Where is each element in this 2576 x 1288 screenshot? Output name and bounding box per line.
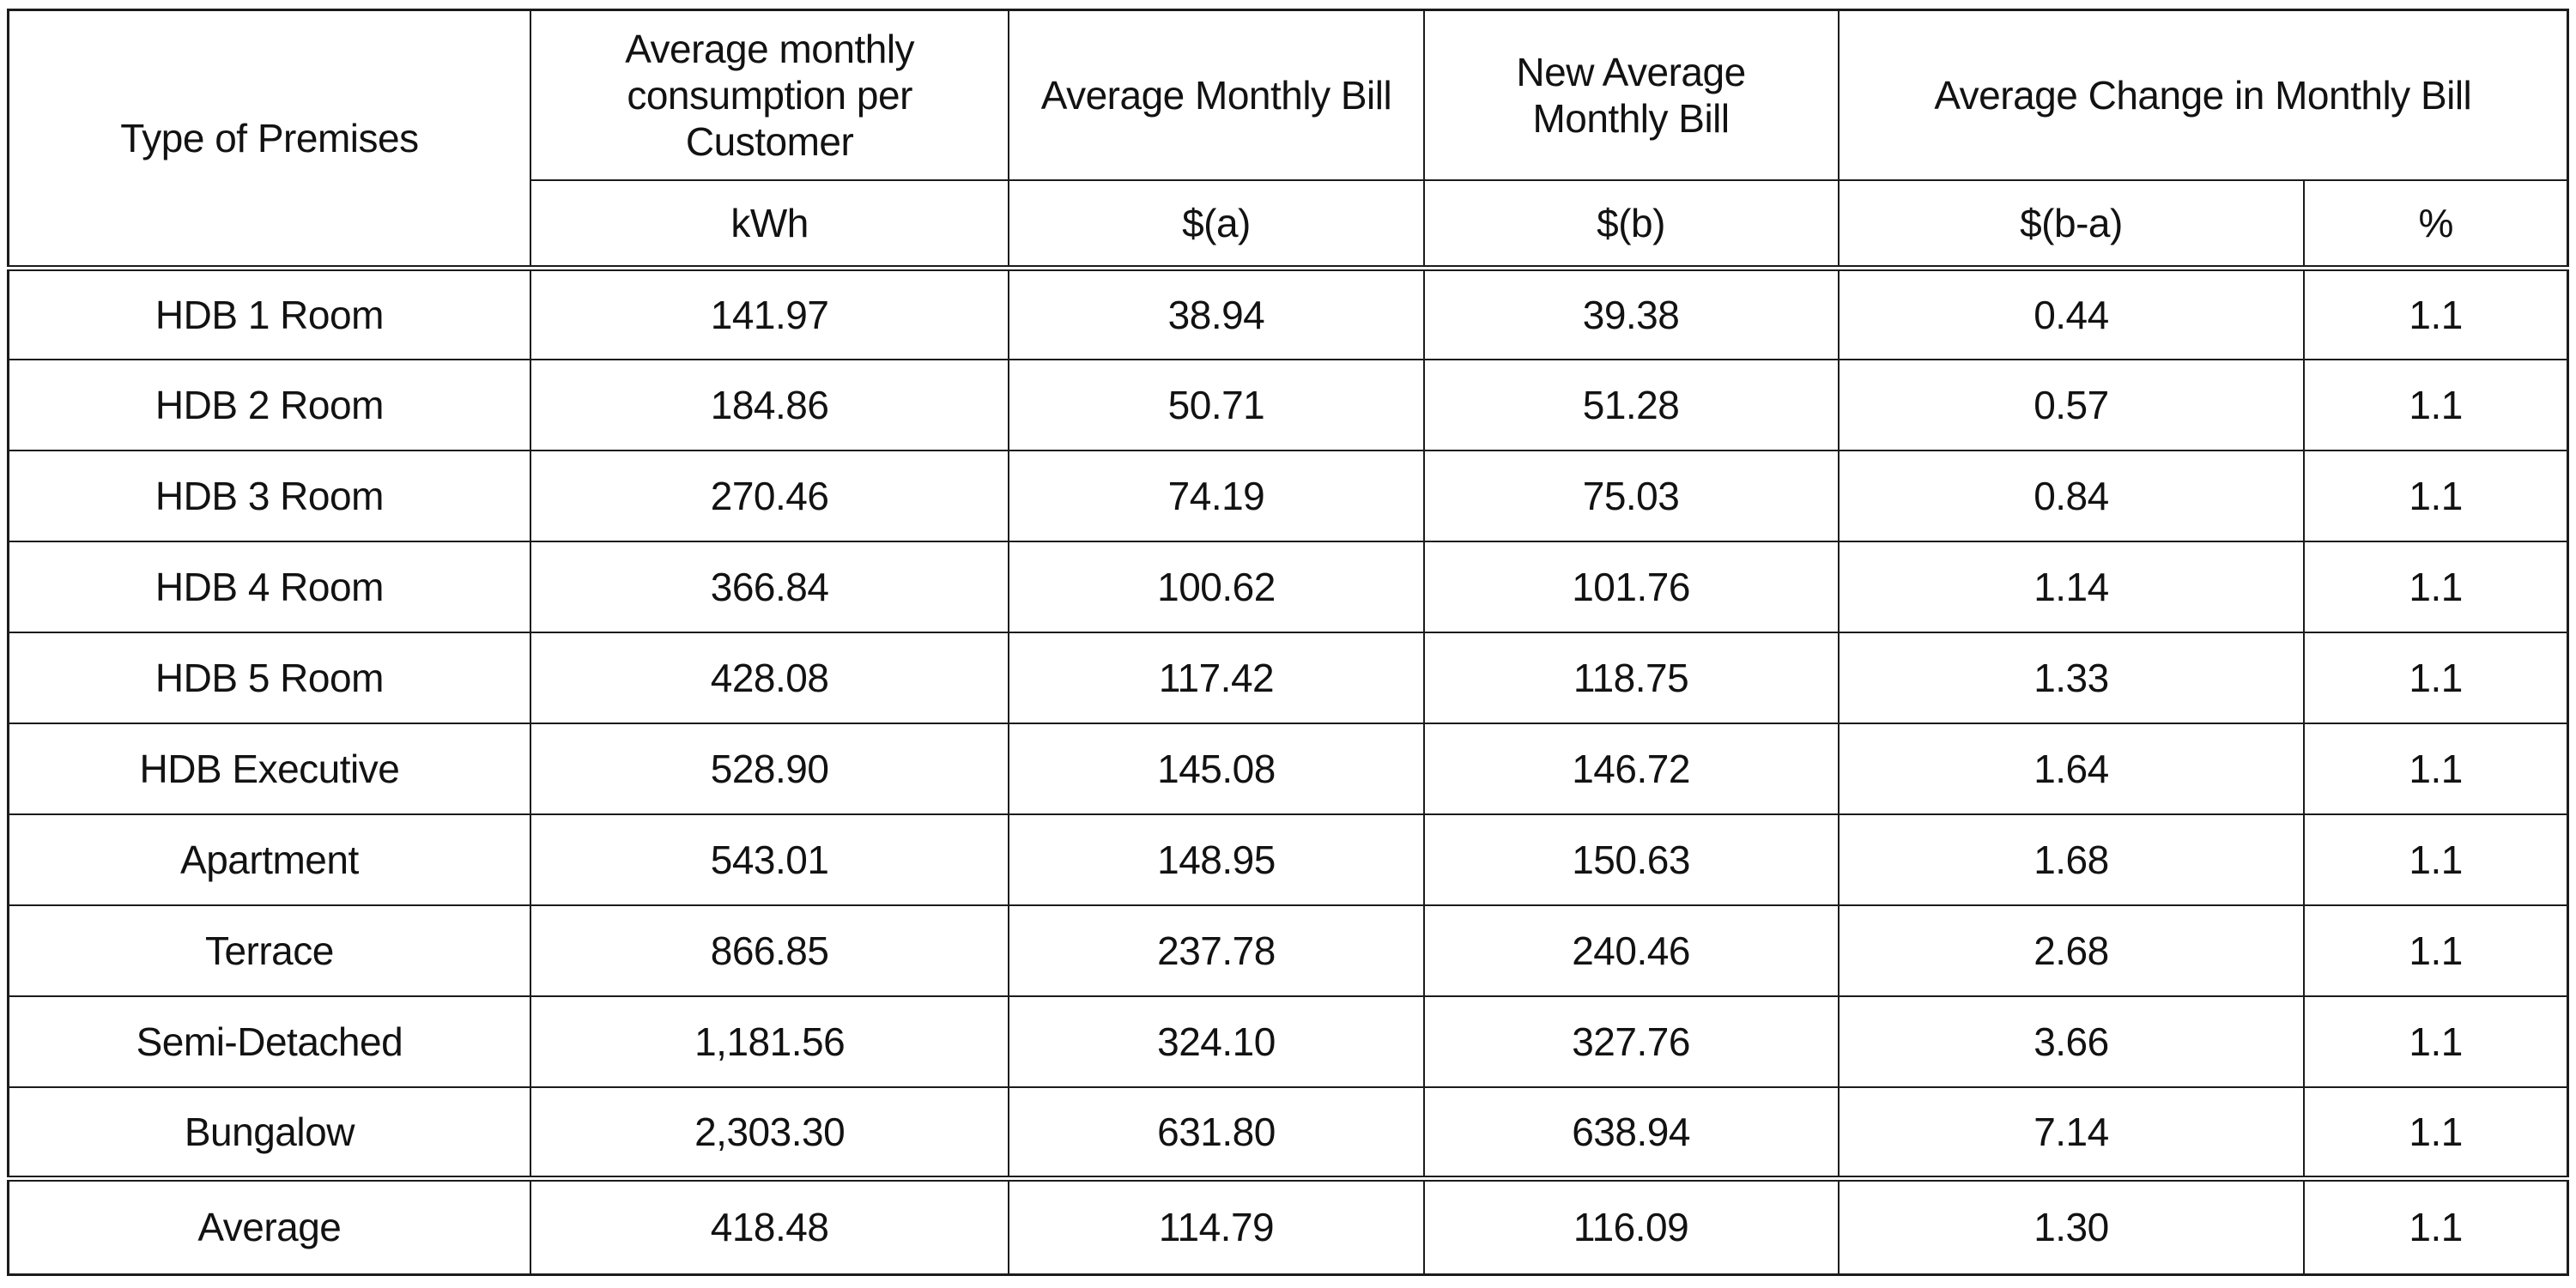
cell-kwh: 270.46 <box>529 449 1010 542</box>
cell-kwh: 866.85 <box>529 904 1010 998</box>
cell-bill-b: 146.72 <box>1422 722 1840 816</box>
cell-change-pct: 1.1 <box>2303 995 2569 1089</box>
cell-premises: HDB 4 Room <box>7 540 531 633</box>
cell-premises: HDB 2 Room <box>7 358 531 451</box>
cell-kwh: 366.84 <box>529 540 1010 633</box>
cell-premises: Bungalow <box>7 1086 531 1180</box>
cell-change-dollar: 0.84 <box>1837 449 2306 542</box>
cell-kwh: 528.90 <box>529 722 1010 816</box>
cell-bill-a: 50.71 <box>1008 358 1425 451</box>
cell-change-pct: 1.1 <box>2303 540 2569 633</box>
cell-premises: Average <box>7 1175 531 1276</box>
subheader-change-dollar: $(b-a) <box>1837 178 2306 272</box>
table-row: Bungalow 2,303.30 631.80 638.94 7.14 1.1 <box>7 1086 2569 1180</box>
cell-premises: Semi-Detached <box>7 995 531 1089</box>
cell-change-pct: 1.1 <box>2303 449 2569 542</box>
cell-change-dollar: 1.33 <box>1837 631 2306 725</box>
table-row: HDB 5 Room 428.08 117.42 118.75 1.33 1.1 <box>7 631 2569 725</box>
subheader-kwh: kWh <box>529 178 1010 272</box>
header-row-2: kWh $(a) $(b) $(b-a) % <box>9 178 2569 272</box>
column-header-avg-monthly-consumption-label: Average monthly consumption per Customer <box>625 26 915 164</box>
table-row: Terrace 866.85 237.78 240.46 2.68 1.1 <box>7 904 2569 998</box>
cell-change-pct: 1.1 <box>2303 631 2569 725</box>
cell-kwh: 428.08 <box>529 631 1010 725</box>
average-row: Average 418.48 114.79 116.09 1.30 1.1 <box>7 1175 2569 1276</box>
cell-bill-a: 148.95 <box>1008 813 1425 907</box>
cell-change-pct: 1.1 <box>2303 267 2569 360</box>
cell-kwh: 543.01 <box>529 813 1010 907</box>
column-header-new-avg-monthly-bill-label: New Average Monthly Bill <box>1516 49 1746 141</box>
cell-bill-b: 638.94 <box>1422 1086 1840 1180</box>
cell-bill-a: 100.62 <box>1008 540 1425 633</box>
cell-change-dollar: 0.44 <box>1837 267 2306 360</box>
cell-change-dollar: 1.68 <box>1837 813 2306 907</box>
cell-premises: HDB Executive <box>7 722 531 816</box>
table-row: Semi-Detached 1,181.56 324.10 327.76 3.6… <box>7 995 2569 1089</box>
cell-change-dollar: 2.68 <box>1837 904 2306 998</box>
subheader-change-pct: % <box>2303 178 2569 272</box>
column-header-avg-monthly-bill: Average Monthly Bill <box>1008 9 1425 181</box>
cell-premises: Apartment <box>7 813 531 907</box>
cell-bill-b: 327.76 <box>1422 995 1840 1089</box>
column-header-new-avg-monthly-bill: New Average Monthly Bill <box>1422 9 1840 181</box>
cell-change-dollar: 1.14 <box>1837 540 2306 633</box>
table-row: HDB 1 Room 141.97 38.94 39.38 0.44 1.1 <box>7 267 2569 360</box>
cell-kwh: 1,181.56 <box>529 995 1010 1089</box>
table-row: HDB 3 Room 270.46 74.19 75.03 0.84 1.1 <box>7 449 2569 542</box>
table-row: Apartment 543.01 148.95 150.63 1.68 1.1 <box>7 813 2569 907</box>
table-row: HDB Executive 528.90 145.08 146.72 1.64 … <box>7 722 2569 816</box>
cell-bill-a: 38.94 <box>1008 267 1425 360</box>
cell-bill-b: 39.38 <box>1422 267 1840 360</box>
table-row: HDB 4 Room 366.84 100.62 101.76 1.14 1.1 <box>7 540 2569 633</box>
subheader-bill-a: $(a) <box>1008 178 1425 272</box>
cell-bill-b: 75.03 <box>1422 449 1840 542</box>
cell-bill-b: 150.63 <box>1422 813 1840 907</box>
header-row-1: Type of Premises Average monthly consump… <box>7 9 2569 272</box>
cell-kwh: 184.86 <box>529 358 1010 451</box>
table-row: HDB 2 Room 184.86 50.71 51.28 0.57 1.1 <box>7 358 2569 451</box>
cell-change-dollar: 1.64 <box>1837 722 2306 816</box>
cell-bill-a: 114.79 <box>1008 1175 1425 1276</box>
cell-bill-a: 237.78 <box>1008 904 1425 998</box>
cell-change-dollar: 3.66 <box>1837 995 2306 1089</box>
cell-premises: HDB 3 Room <box>7 449 531 542</box>
cell-bill-b: 118.75 <box>1422 631 1840 725</box>
subheader-bill-b: $(b) <box>1422 178 1840 272</box>
cell-premises: HDB 1 Room <box>7 267 531 360</box>
cell-change-pct: 1.1 <box>2303 904 2569 998</box>
cell-kwh: 141.97 <box>529 267 1010 360</box>
column-header-type-of-premises: Type of Premises <box>7 9 531 272</box>
cell-kwh: 418.48 <box>529 1175 1010 1276</box>
column-header-avg-monthly-consumption: Average monthly consumption per Customer <box>529 9 1010 181</box>
cell-change-pct: 1.1 <box>2303 358 2569 451</box>
tariff-table-container: Type of Premises Average monthly consump… <box>7 9 2569 1276</box>
cell-change-dollar: 0.57 <box>1837 358 2306 451</box>
cell-bill-a: 145.08 <box>1008 722 1425 816</box>
cell-bill-a: 631.80 <box>1008 1086 1425 1180</box>
cell-premises: HDB 5 Room <box>7 631 531 725</box>
cell-kwh: 2,303.30 <box>529 1086 1010 1180</box>
cell-change-pct: 1.1 <box>2303 1175 2569 1276</box>
column-header-avg-change-monthly-bill: Average Change in Monthly Bill <box>1837 9 2569 181</box>
cell-bill-b: 101.76 <box>1422 540 1840 633</box>
cell-change-dollar: 7.14 <box>1837 1086 2306 1180</box>
cell-premises: Terrace <box>7 904 531 998</box>
cell-bill-b: 116.09 <box>1422 1175 1840 1276</box>
cell-bill-a: 117.42 <box>1008 631 1425 725</box>
cell-change-pct: 1.1 <box>2303 722 2569 816</box>
cell-bill-a: 324.10 <box>1008 995 1425 1089</box>
cell-change-pct: 1.1 <box>2303 813 2569 907</box>
tariff-table: Type of Premises Average monthly consump… <box>7 9 2569 1276</box>
cell-change-pct: 1.1 <box>2303 1086 2569 1180</box>
cell-change-dollar: 1.30 <box>1837 1175 2306 1276</box>
cell-bill-a: 74.19 <box>1008 449 1425 542</box>
cell-bill-b: 51.28 <box>1422 358 1840 451</box>
cell-bill-b: 240.46 <box>1422 904 1840 998</box>
